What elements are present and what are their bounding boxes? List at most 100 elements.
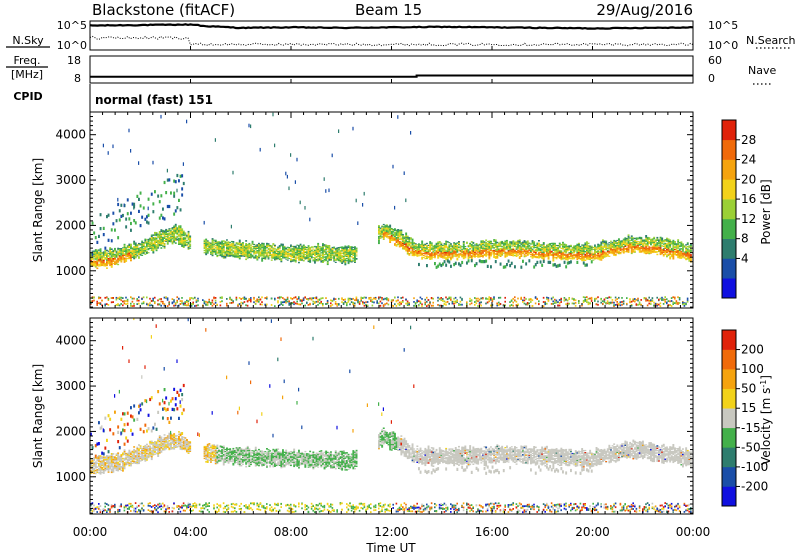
power-cell (123, 254, 126, 257)
power-cell (523, 249, 526, 252)
power-cell (603, 245, 606, 247)
power-cell (581, 256, 584, 258)
power-cell (645, 248, 648, 251)
power-cell (603, 252, 606, 254)
power-cell (386, 226, 388, 228)
power-cell (485, 249, 488, 251)
power-cell (646, 251, 649, 253)
power-cell (264, 245, 267, 247)
power-cell (454, 249, 457, 252)
power-cell (150, 247, 153, 249)
power-cell (211, 239, 214, 242)
power-cell (627, 235, 630, 238)
power-cell (109, 252, 112, 254)
power-cell (432, 301, 434, 304)
power-cell (440, 299, 442, 301)
power-cell (176, 238, 179, 240)
power-cell (640, 241, 643, 243)
power-cell (338, 249, 340, 251)
power-cell (182, 231, 185, 234)
power-cell (538, 253, 540, 255)
power-cell (254, 250, 257, 252)
power-cell (459, 303, 462, 306)
power-cell (146, 251, 148, 253)
power-cell (91, 261, 94, 264)
power-cell (429, 247, 432, 250)
power-cell (533, 241, 536, 243)
power-cell (259, 252, 262, 254)
power-cell (261, 254, 264, 257)
power-cell (163, 231, 166, 234)
power-cell (570, 260, 572, 264)
power-cell (405, 248, 408, 251)
power-cell (491, 247, 494, 249)
power-cell (294, 261, 297, 263)
power-cell (445, 263, 448, 267)
power-cell (451, 254, 454, 256)
power-cell (589, 253, 592, 255)
power-cell (570, 256, 572, 258)
power-cell (555, 246, 558, 249)
nave-tick-top: 60 (708, 54, 722, 67)
power-cell (379, 228, 382, 230)
power-cell (254, 245, 257, 247)
power-cell (118, 259, 121, 261)
power-cell (141, 243, 144, 246)
power-cell (216, 244, 219, 246)
power-cell (270, 254, 273, 256)
power-cell (219, 255, 222, 257)
power-cell (539, 251, 542, 253)
power-cell (645, 235, 648, 237)
power-cell (243, 251, 246, 253)
power-cell (501, 242, 504, 244)
power-cell (312, 297, 314, 300)
power-cell (210, 253, 212, 255)
power-cell (480, 250, 483, 253)
power-cell (482, 240, 484, 242)
power-cell (208, 245, 211, 247)
power-cell (96, 255, 99, 257)
power-cell (437, 299, 439, 302)
power-cell (510, 245, 513, 247)
power-cell (499, 296, 502, 299)
power-cell (109, 249, 112, 252)
power-cell (539, 244, 542, 246)
power-cell (616, 250, 619, 252)
power-cell (224, 250, 227, 253)
power-cell (387, 299, 390, 302)
power-cell (426, 242, 428, 245)
power-cell (110, 264, 113, 267)
power-cell (456, 257, 459, 260)
power-cell (634, 248, 636, 250)
power-cell (624, 251, 627, 253)
power-cell (454, 255, 457, 258)
power-cell (294, 180, 296, 184)
power-cell (350, 251, 353, 253)
power-cell (640, 251, 643, 253)
power-cell (403, 245, 406, 247)
power-cell (646, 247, 649, 250)
power-cell (565, 303, 567, 306)
power-cell (226, 246, 228, 248)
power-cell (477, 245, 480, 247)
power-cell (248, 298, 250, 300)
power-cell (314, 258, 316, 260)
power-cell (461, 248, 464, 250)
power-cell (286, 253, 289, 255)
power-cell (126, 254, 129, 256)
power-cell (102, 255, 105, 257)
power-cell (342, 302, 345, 304)
power-cell (182, 230, 185, 233)
power-cell (158, 239, 161, 241)
power-cell (576, 244, 579, 247)
power-cell (418, 252, 420, 254)
power-cell (424, 298, 426, 301)
power-cell (93, 256, 96, 258)
power-cell (386, 235, 388, 237)
power-cell (472, 247, 475, 249)
power-cell (526, 240, 529, 242)
power-cell (387, 225, 390, 227)
power-cell (163, 217, 166, 221)
power-cell (427, 246, 430, 248)
power-cell (286, 252, 289, 254)
